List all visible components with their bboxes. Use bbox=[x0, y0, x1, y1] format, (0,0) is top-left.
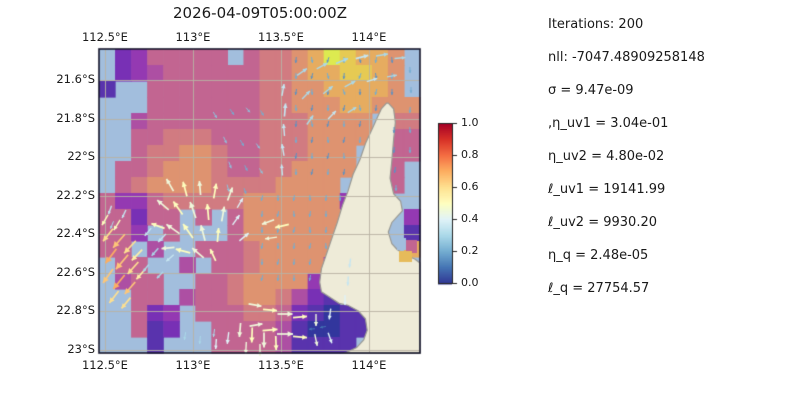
colorbar-tick-label: 0.8 bbox=[461, 148, 479, 161]
annotations-panel: Iterations: 200 nll: -7047.48909258148 σ… bbox=[548, 18, 705, 315]
lat-tick-label: 23°S bbox=[67, 341, 95, 356]
colorbar-tick-label: 1.0 bbox=[461, 116, 479, 129]
annotation-ell-uv2: ℓ_uv2 = 9930.20 bbox=[548, 215, 657, 230]
annotation-sigma: σ = 9.47e-09 bbox=[548, 83, 634, 98]
lon-tick-label-top: 113°E bbox=[175, 30, 211, 44]
lat-tick-label: 22.6°S bbox=[56, 264, 95, 279]
lon-tick-label-top: 113.5°E bbox=[257, 30, 304, 44]
lon-tick-label-top: 114°E bbox=[351, 30, 387, 44]
lon-tick-label-top: 112.5°E bbox=[81, 30, 128, 44]
annotation-eta-uv1: ,η_uv1 = 3.04e-01 bbox=[548, 116, 669, 131]
lat-tick-label: 21.8°S bbox=[56, 110, 95, 125]
lat-tick-label: 21.6°S bbox=[56, 71, 95, 86]
colorbar-tick-label: 0.2 bbox=[461, 244, 479, 257]
annotation-iterations: Iterations: 200 bbox=[548, 17, 644, 32]
colorbar-tick-label: 0.6 bbox=[461, 180, 479, 193]
lon-tick-label-bottom: 113°E bbox=[175, 358, 211, 372]
colorbar-tick-label: 0.0 bbox=[461, 276, 479, 289]
colorbar-tick-label: 0.4 bbox=[461, 212, 479, 225]
lat-tick-label: 22.2°S bbox=[56, 187, 95, 202]
lon-tick-label-bottom: 114°E bbox=[351, 358, 387, 372]
annotation-eta-uv2: η_uv2 = 4.80e-02 bbox=[548, 149, 665, 164]
annotation-nll: nll: -7047.48909258148 bbox=[548, 50, 705, 65]
lat-tick-label: 22.4°S bbox=[56, 226, 95, 241]
lon-tick-label-bottom: 112.5°E bbox=[81, 358, 128, 372]
lat-tick-label: 22°S bbox=[67, 149, 95, 163]
lat-tick-label: 22.8°S bbox=[56, 303, 95, 318]
plot-title: 2026-04-09T05:00:00Z bbox=[173, 4, 347, 22]
annotation-ell-uv1: ℓ_uv1 = 19141.99 bbox=[548, 182, 666, 197]
annotation-ell-q: ℓ_q = 27754.57 bbox=[548, 281, 650, 296]
lon-tick-label-bottom: 113.5°E bbox=[257, 358, 304, 372]
annotation-eta-q: η_q = 2.48e-05 bbox=[548, 248, 649, 263]
